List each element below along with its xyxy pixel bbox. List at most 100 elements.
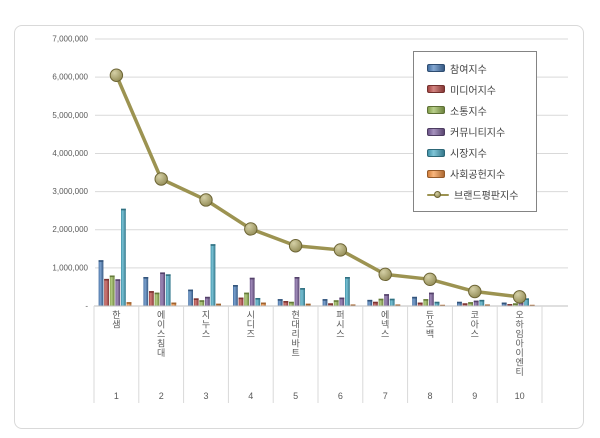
legend-item-market: 시장지수 [427, 144, 532, 162]
bar-cap [378, 298, 384, 301]
category-labels: 한 샘 1 에 이 스 침 대 2 지 누 스 3 시 디 즈 4 현 대 리 바 트 5 퍼 시 스 6 에 넥 스 7 듀 오 백 8 코 아 스 9 오… [112, 310, 524, 401]
bar-s5-c0 [126, 302, 132, 306]
legend-swatch-media [427, 85, 445, 94]
bar-s1-c7 [417, 302, 423, 306]
bar-cap [501, 302, 507, 305]
legend-label: 시장지수 [450, 149, 487, 161]
bar-s4-c0 [121, 208, 126, 306]
bar-s4-c5 [345, 277, 350, 306]
y-tick-label: 3,000,000 [52, 187, 88, 196]
bar-s2-c2 [199, 300, 205, 306]
legend-swatch-social [427, 169, 445, 178]
bar-cap [294, 277, 300, 279]
bar-s4-c8 [479, 299, 485, 306]
bar-cap [277, 299, 283, 301]
x-axis [93, 305, 568, 403]
bar-cap [171, 302, 177, 305]
bar-cap [238, 297, 244, 300]
bar-s0-c1 [143, 277, 149, 306]
bar-s0-c2 [188, 289, 193, 306]
bar-s2-c6 [378, 298, 384, 306]
bar-cap [104, 278, 109, 281]
bar-s4-c9 [524, 298, 529, 306]
y-tick-label: 1,000,000 [52, 263, 88, 272]
bar-cap [233, 285, 238, 287]
bar-s3-c1 [160, 272, 165, 306]
rank-label-8: 9 [472, 391, 477, 401]
bar-s1-c1 [149, 291, 154, 306]
legend-swatch-brand-reputation-line [427, 190, 449, 199]
bar-cap [423, 299, 429, 301]
bar-s5-c1 [171, 302, 177, 306]
bar-cap [98, 260, 104, 262]
legend-swatch-market [427, 148, 445, 157]
bar-s1-c0 [104, 278, 109, 306]
y-tick-label: - [85, 302, 88, 311]
line-swatch-marker [434, 190, 441, 198]
bar-s3-c4 [294, 277, 300, 306]
legend-label: 미디어지수 [450, 85, 496, 97]
bar-cap [395, 304, 401, 306]
bar-cap [109, 275, 115, 278]
line-marker-5 [333, 243, 348, 257]
bar-cap [205, 296, 210, 299]
bar-cap [283, 301, 289, 303]
rank-label-3: 4 [248, 391, 253, 401]
bar-cap [507, 304, 513, 306]
reputation-line [114, 74, 520, 299]
bar-s4-c3 [255, 297, 261, 306]
bar-s1-c4 [283, 301, 289, 306]
bar-cap [345, 277, 350, 279]
line-marker-3 [244, 222, 258, 236]
bar-cap [473, 300, 479, 303]
bar-cap [322, 299, 328, 301]
rank-label-5: 6 [338, 391, 343, 401]
bar-s3-c6 [384, 294, 389, 306]
bar-s0-c4 [277, 299, 283, 306]
bar-cap [199, 300, 205, 302]
bar-s4-c2 [210, 244, 216, 306]
bar-series-0 [98, 260, 507, 306]
bar-cap [154, 292, 160, 295]
bar-cap [121, 208, 126, 211]
legend-item-community: 커뮤니티지수 [427, 123, 532, 141]
bar-s2-c5 [333, 300, 339, 306]
bar-s2-c7 [423, 299, 429, 306]
line-marker-4 [288, 239, 303, 253]
bar-cap [440, 304, 445, 306]
bar-s0-c6 [367, 299, 373, 306]
y-axis-tick-labels: 7,000,000 6,000,000 5,000,000 4,000,000 3,00… [52, 35, 88, 311]
bar-series-2 [109, 275, 518, 306]
legend-swatch-communication [427, 106, 445, 115]
bar-s0-c8 [457, 301, 462, 306]
rank-label-7: 8 [427, 391, 432, 401]
legend-label: 커뮤니티지수 [450, 128, 506, 139]
legend-swatch-community [427, 127, 445, 136]
bar-s3-c0 [115, 279, 121, 306]
bar-s3-c9 [518, 302, 524, 306]
bar-cap [143, 277, 149, 279]
bar-cap [412, 296, 417, 299]
bar-s1-c2 [193, 298, 199, 306]
rank-label-2: 3 [203, 391, 208, 401]
legend-label: 소통지수 [450, 106, 487, 118]
bar-cap [261, 302, 266, 305]
bar-cap [462, 303, 468, 305]
legend-item-social: 사회공헌지수 [427, 165, 532, 183]
bar-cap [328, 303, 333, 305]
bar-s3-c2 [205, 296, 210, 306]
y-tick-label: 6,000,000 [52, 73, 88, 82]
bar-s4-c4 [300, 288, 305, 306]
bar-cap [149, 291, 154, 293]
rank-label-9: 10 [515, 391, 525, 401]
y-tick-label: 2,000,000 [52, 225, 88, 234]
bar-s4-c7 [434, 301, 440, 306]
bar-cap [384, 294, 389, 296]
legend-swatch-participation [427, 64, 445, 73]
bar-cap [305, 303, 311, 306]
